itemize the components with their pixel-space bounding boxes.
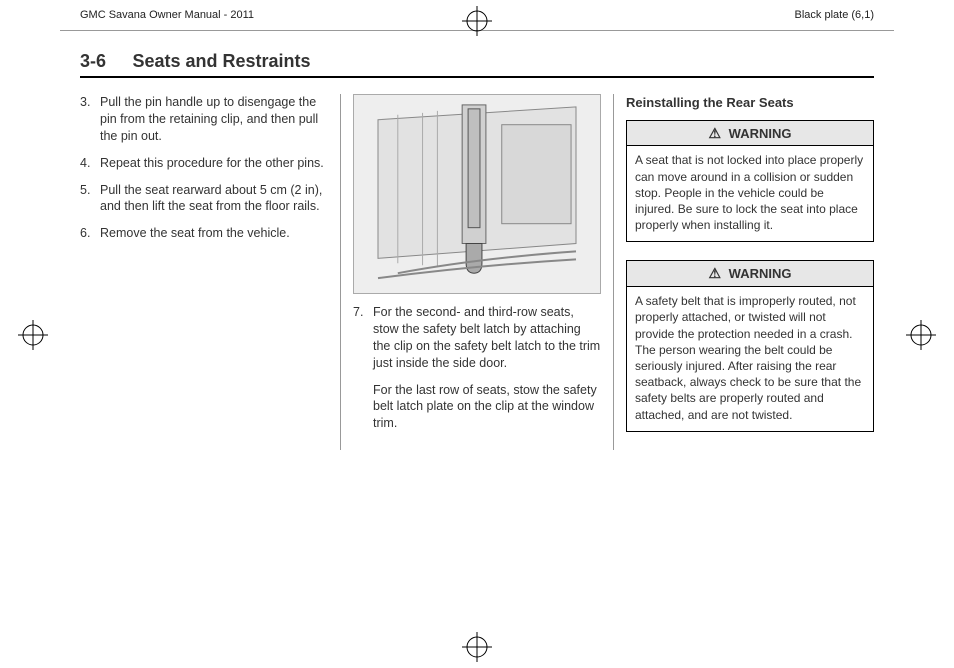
steps-list-2: 7. For the second- and third-row seats, … <box>353 304 601 372</box>
seat-belt-illustration <box>353 94 601 294</box>
warning-label: WARNING <box>729 266 792 281</box>
section-title: Seats and Restraints <box>132 51 310 71</box>
step-text: Pull the seat rearward about 5 cm (2 in)… <box>100 182 328 216</box>
content-columns: 3. Pull the pin handle up to disengage t… <box>80 94 874 450</box>
step-4: 4. Repeat this procedure for the other p… <box>80 155 328 172</box>
step-number: 4. <box>80 155 100 172</box>
warning-label: WARNING <box>729 126 792 141</box>
step-5: 5. Pull the seat rearward about 5 cm (2 … <box>80 182 328 216</box>
step-3: 3. Pull the pin handle up to disengage t… <box>80 94 328 145</box>
column-1: 3. Pull the pin handle up to disengage t… <box>80 94 341 450</box>
column-2: 7. For the second- and third-row seats, … <box>353 94 614 450</box>
step-text: Repeat this procedure for the other pins… <box>100 155 328 172</box>
plate-info: Black plate (6,1) <box>795 9 874 21</box>
warning-box-1: ⚠ WARNING A seat that is not locked into… <box>626 120 874 243</box>
step-6: 6. Remove the seat from the vehicle. <box>80 225 328 242</box>
section-heading: 3-6 Seats and Restraints <box>80 51 874 78</box>
warning-title: ⚠ WARNING <box>627 121 873 147</box>
step-text: Remove the seat from the vehicle. <box>100 225 328 242</box>
step-7-followup: For the last row of seats, stow the safe… <box>373 382 601 433</box>
steps-list: 3. Pull the pin handle up to disengage t… <box>80 94 328 242</box>
subheading-reinstall: Reinstalling the Rear Seats <box>626 94 874 112</box>
warning-icon: ⚠ <box>708 265 721 281</box>
step-number: 3. <box>80 94 100 145</box>
registration-mark-top <box>462 6 492 36</box>
warning-title: ⚠ WARNING <box>627 261 873 287</box>
manual-title: GMC Savana Owner Manual - 2011 <box>80 9 254 21</box>
warning-body-2: A safety belt that is improperly routed,… <box>627 287 873 431</box>
warning-body-1: A seat that is not locked into place pro… <box>627 146 873 241</box>
step-text: Pull the pin handle up to disengage the … <box>100 94 328 145</box>
warning-box-2: ⚠ WARNING A safety belt that is improper… <box>626 260 874 431</box>
step-number: 5. <box>80 182 100 216</box>
step-number: 6. <box>80 225 100 242</box>
registration-mark-left <box>18 320 48 350</box>
page-content: 3-6 Seats and Restraints 3. Pull the pin… <box>60 30 894 460</box>
step-text: For the second- and third-row seats, sto… <box>373 304 601 372</box>
step-7: 7. For the second- and third-row seats, … <box>353 304 601 372</box>
column-3: Reinstalling the Rear Seats ⚠ WARNING A … <box>626 94 874 450</box>
step-number: 7. <box>353 304 373 372</box>
registration-mark-right <box>906 320 936 350</box>
section-number: 3-6 <box>80 51 106 71</box>
registration-mark-bottom <box>462 632 492 662</box>
warning-icon: ⚠ <box>708 125 721 141</box>
